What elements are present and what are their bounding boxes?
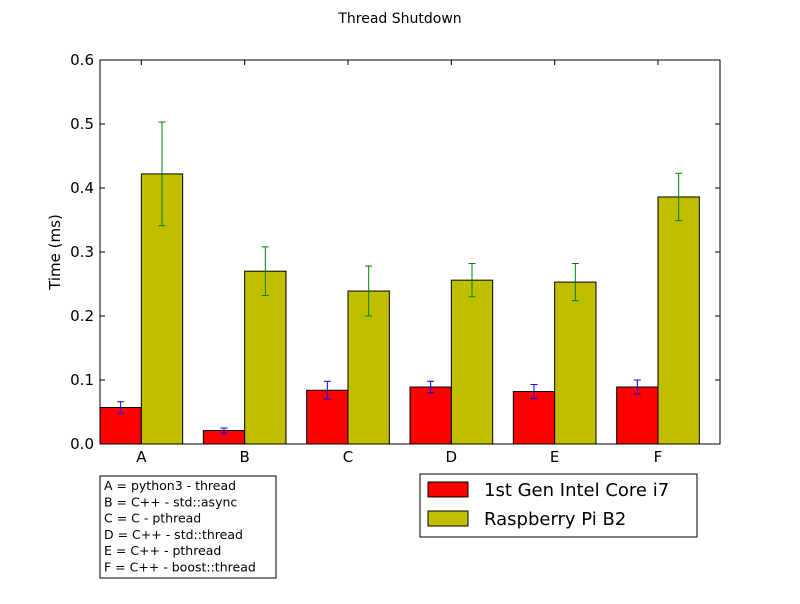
y-tick-label: 0.6 (70, 51, 94, 69)
y-tick-label: 0.3 (70, 243, 94, 261)
annotation-frame (99, 475, 277, 579)
ticks-layer (100, 59, 720, 445)
legend-label-pi: Raspberry Pi B2 (484, 509, 626, 530)
error-bar-intel-C (323, 380, 331, 400)
error-bar-pi-E (571, 263, 579, 302)
error-bars-layer (117, 121, 683, 434)
error-bar-pi-B (261, 246, 269, 297)
annotation-line: C = C - pthread (104, 511, 201, 526)
bars-layer (99, 173, 700, 445)
error-bar-intel-D (427, 380, 435, 394)
bar-pi-F (657, 196, 700, 445)
bar-intel-F (616, 386, 659, 445)
legend: 1st Gen Intel Core i7 Raspberry Pi B2 (419, 473, 698, 538)
error-bar-pi-F (675, 172, 683, 222)
y-tick-labels: 0.0 0.1 0.2 0.3 0.4 0.5 0.6 (70, 51, 94, 453)
error-bar-pi-A (158, 121, 166, 227)
plot-frame (99, 59, 721, 445)
annotation-line: B = C++ - std::async (104, 494, 237, 509)
annotation-line: A = python3 - thread (104, 478, 236, 493)
annotation-line: E = C++ - pthread (104, 543, 221, 558)
y-tick-label: 0.1 (70, 371, 94, 389)
bar-pi-D (450, 279, 494, 445)
x-tick-label-F: F (654, 448, 663, 466)
y-tick-label: 0.0 (70, 435, 94, 453)
error-bar-pi-D (468, 263, 476, 298)
x-tick-label-B: B (240, 448, 250, 466)
legend-entries: 1st Gen Intel Core i7 Raspberry Pi B2 (427, 480, 669, 530)
legend-label-intel: 1st Gen Intel Core i7 (484, 480, 669, 501)
x-tick-label-E: E (550, 448, 559, 466)
x-tick-label-D: D (446, 448, 458, 466)
x-tick-labels: A B C D E F (136, 448, 662, 466)
legend-swatch-pi (427, 510, 469, 527)
y-tick-label: 0.5 (70, 115, 94, 133)
error-bar-intel-E (530, 383, 538, 400)
bar-intel-D (409, 386, 452, 445)
bar-intel-E (512, 391, 556, 445)
y-axis-label: Time (ms) (46, 214, 64, 291)
chart-title: Thread Shutdown (337, 11, 461, 27)
error-bar-pi-C (365, 265, 373, 317)
bar-pi-B (244, 270, 287, 445)
x-tick-label-C: C (343, 448, 353, 466)
bar-pi-E (554, 281, 597, 445)
legend-swatch-intel (427, 481, 469, 498)
error-bar-intel-F (633, 379, 641, 395)
annotation-line: F = C++ - boost::thread (104, 560, 256, 575)
x-tick-label-A: A (136, 448, 147, 466)
y-tick-label: 0.4 (70, 179, 94, 197)
y-tick-label: 0.2 (70, 307, 94, 325)
error-bar-intel-A (117, 401, 125, 414)
error-bar-intel-B (220, 427, 228, 434)
annotation-line: D = C++ - std::thread (104, 527, 243, 542)
